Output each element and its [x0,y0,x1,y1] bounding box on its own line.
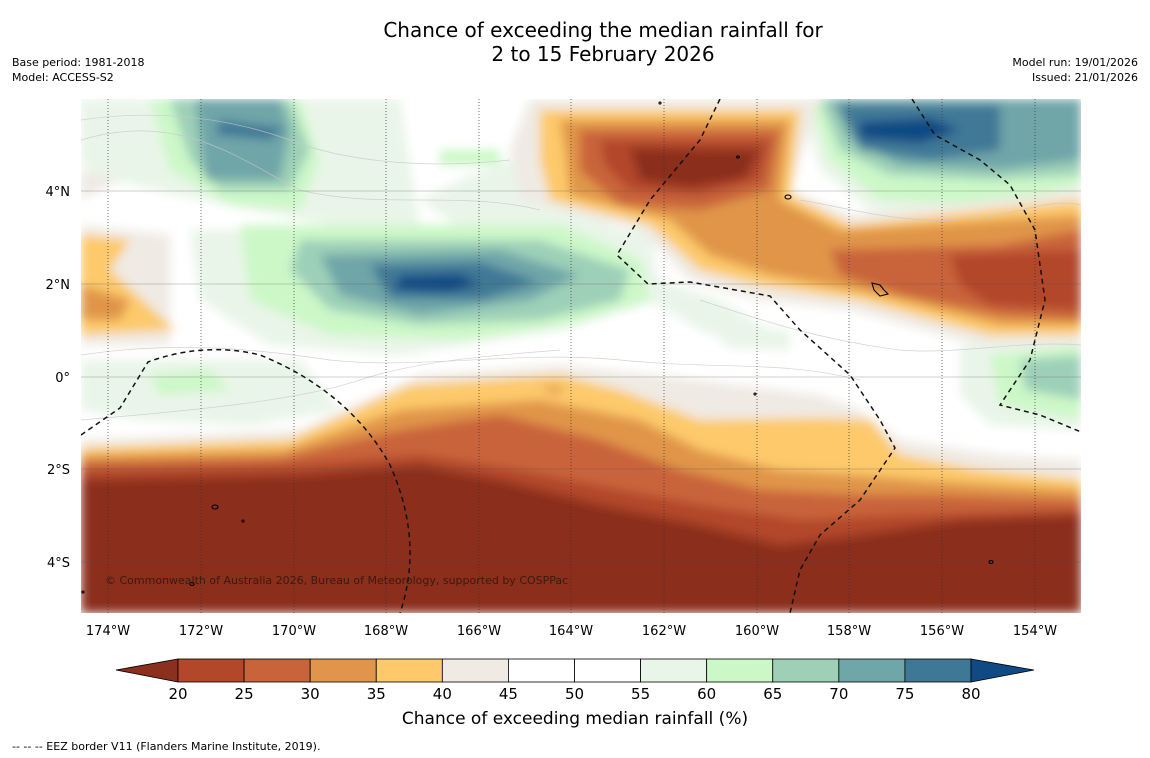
base-period-text: Base period: 1981-2018 [12,56,145,69]
lat-label: 2°N [46,278,71,293]
probability-field: © Commonwealth of Australia 2026, Bureau… [81,99,1081,613]
lon-label: 158°W [827,624,871,639]
colorbar-tick-label: 20 [168,685,187,700]
lon-label: 170°W [272,624,316,639]
colorbar-segment [574,658,641,683]
colorbar-tick-label: 45 [499,685,518,700]
colorbar-tick-label: 35 [367,685,386,700]
longitude-labels: 174°W 172°W 170°W 168°W 166°W 164°W 162°… [86,624,1057,639]
lon-label: 166°W [457,624,501,639]
forecast-map: © Commonwealth of Australia 2026, Bureau… [46,99,1081,700]
colorbar-tick-label: 80 [961,685,980,700]
lon-label: 172°W [179,624,223,639]
colorbar: 20 25 30 35 40 45 50 55 60 65 70 75 80 [115,658,1035,700]
copyright-text: © Commonwealth of Australia 2026, Bureau… [105,574,568,587]
model-text: Model: ACCESS-S2 [12,71,114,84]
contour-green-north [81,99,770,345]
meta-right: Model run: 19/01/2026 Issued: 21/01/2026 [1012,55,1138,85]
lat-label: 4°N [46,185,71,200]
lon-label: 164°W [549,624,593,639]
issued-text: Issued: 21/01/2026 [1031,71,1138,84]
colorbar-extend-high [970,658,1035,683]
model-run-text: Model run: 19/01/2026 [1012,56,1138,69]
colorbar-segment [243,658,311,683]
colorbar-segment [640,658,708,683]
colorbar-extend-low [115,658,179,683]
map-title: Chance of exceeding the median rainfall … [0,18,1150,66]
meta-left: Base period: 1981-2018 Model: ACCESS-S2 [12,55,144,85]
lon-label: 154°W [1013,624,1057,639]
lat-label: 4°S [47,556,70,571]
lat-label: 2°S [47,463,70,478]
colorbar-tick-label: 50 [565,685,584,700]
lon-label: 168°W [364,624,408,639]
colorbar-segment [508,658,575,683]
title-line-2: 2 to 15 February 2026 [491,42,715,66]
colorbar-segment [772,658,840,683]
lon-label: 160°W [735,624,779,639]
colorbar-tick-label: 25 [235,685,254,700]
colorbar-tick-label: 40 [433,685,452,700]
colorbar-tick-label: 30 [301,685,320,700]
colorbar-segment [706,658,774,683]
colorbar-tick-label: 60 [697,685,716,700]
lon-label: 156°W [920,624,964,639]
title-line-1: Chance of exceeding the median rainfall … [383,18,823,42]
colorbar-segment [375,658,443,683]
colorbar-segment [309,658,377,683]
lon-label: 162°W [642,624,686,639]
latitude-labels: 4°N 2°N 0° 2°S 4°S [46,185,71,571]
eez-borders [81,99,1081,613]
eez-legend-note: -- -- -- EEZ border V11 (Flanders Marine… [12,740,321,753]
islands [81,101,994,594]
colorbar-segment [904,658,972,683]
colorbar-segment [177,658,245,683]
colorbar-tick-label: 75 [895,685,914,700]
lat-label: 0° [55,371,70,386]
colorbar-tick-label: 70 [829,685,848,700]
colorbar-title: Chance of exceeding median rainfall (%) [401,709,749,729]
colorbar-segment [838,658,906,683]
colorbar-tick-label: 65 [763,685,782,700]
lon-label: 174°W [86,624,130,639]
colorbar-tick-label: 55 [631,685,650,700]
colorbar-segment [441,658,509,683]
